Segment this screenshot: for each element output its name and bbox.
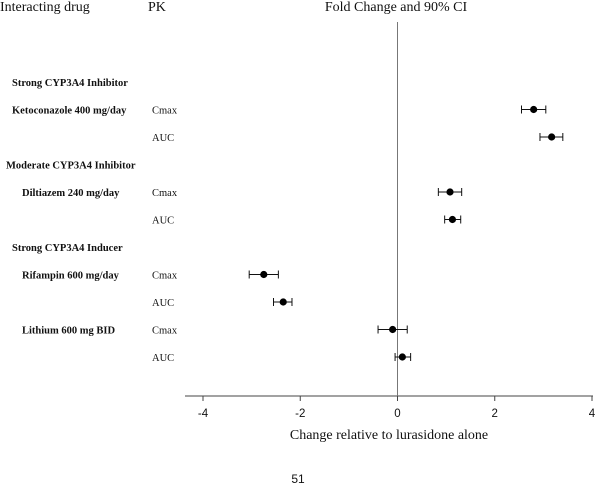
x-tick-label: 4 xyxy=(589,408,595,420)
x-tick-label: -4 xyxy=(198,408,209,420)
drug-label: Lithium 600 mg BID xyxy=(22,326,115,337)
drug-label: Diltiazem 240 mg/day xyxy=(22,188,120,199)
page-number: 51 xyxy=(291,472,305,486)
estimate-point xyxy=(398,353,406,361)
column-header-interacting-drug: Interacting drug xyxy=(0,0,90,15)
pk-label: Cmax xyxy=(152,326,178,337)
pk-label: AUC xyxy=(152,353,174,364)
estimate-point xyxy=(530,105,538,114)
drug-label: Ketoconazole 400 mg/day xyxy=(12,106,127,117)
pk-label: AUC xyxy=(152,298,174,309)
category-label: Strong CYP3A4 Inhibitor xyxy=(12,78,128,89)
pk-label: Cmax xyxy=(152,271,178,282)
pk-label: Cmax xyxy=(152,106,178,117)
category-label: Moderate CYP3A4 Inhibitor xyxy=(6,161,136,172)
drug-label: Rifampin 600 mg/day xyxy=(22,271,120,282)
pk-label: Cmax xyxy=(152,188,178,199)
estimate-point xyxy=(279,298,287,306)
chart-title: Fold Change and 90% CI xyxy=(324,0,468,15)
pk-label: AUC xyxy=(152,133,174,144)
x-tick-label: -2 xyxy=(295,408,305,420)
estimate-point xyxy=(548,133,556,141)
x-axis-label: Change relative to lurasidone alone xyxy=(289,428,489,443)
x-tick-label: 0 xyxy=(394,408,400,420)
x-tick-label: 2 xyxy=(492,408,498,420)
pk-label: AUC xyxy=(152,216,174,227)
estimate-point xyxy=(389,325,397,334)
estimate-point xyxy=(448,215,457,224)
estimate-point xyxy=(260,270,268,279)
estimate-point xyxy=(446,188,454,196)
column-header-pk: PK xyxy=(148,0,166,15)
category-label: Strong CYP3A4 Inducer xyxy=(12,243,123,254)
